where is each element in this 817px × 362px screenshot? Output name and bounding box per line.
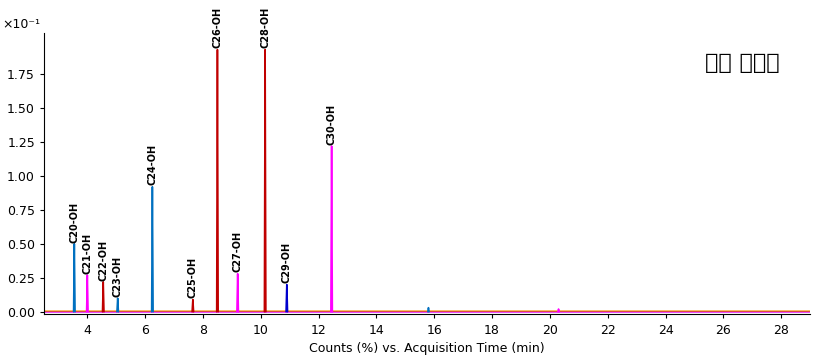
Text: 압착 들기름: 압착 들기름 — [705, 53, 779, 73]
Text: C20-OH: C20-OH — [69, 201, 79, 243]
Text: C29-OH: C29-OH — [282, 242, 292, 283]
Text: C28-OH: C28-OH — [260, 7, 270, 48]
Text: ×10⁻¹: ×10⁻¹ — [2, 18, 40, 30]
Text: C22-OH: C22-OH — [98, 239, 108, 281]
Text: C23-OH: C23-OH — [113, 256, 123, 297]
Text: C26-OH: C26-OH — [212, 7, 222, 48]
X-axis label: Counts (%) vs. Acquisition Time (min): Counts (%) vs. Acquisition Time (min) — [309, 342, 545, 355]
Text: C24-OH: C24-OH — [147, 144, 158, 185]
Text: C25-OH: C25-OH — [188, 257, 198, 298]
Text: C30-OH: C30-OH — [327, 104, 337, 145]
Text: C21-OH: C21-OH — [83, 233, 92, 274]
Text: C27-OH: C27-OH — [233, 231, 243, 272]
